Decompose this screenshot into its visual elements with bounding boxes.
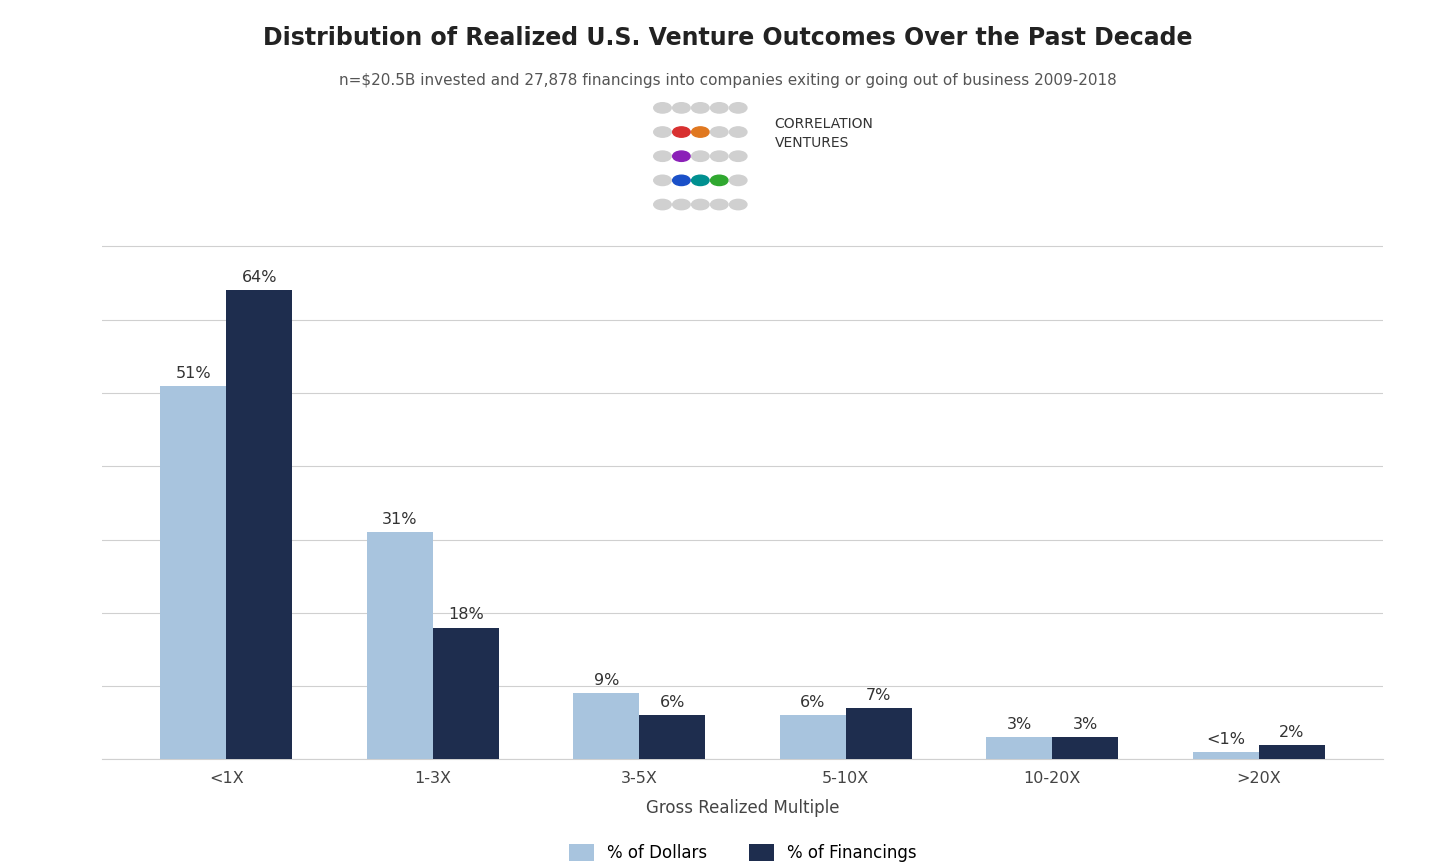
Text: <1%: <1% <box>1207 732 1245 747</box>
Text: 64%: 64% <box>242 270 277 285</box>
Text: Distribution of Realized U.S. Venture Outcomes Over the Past Decade: Distribution of Realized U.S. Venture Ou… <box>264 26 1192 50</box>
Bar <box>160 386 226 759</box>
Bar <box>226 290 293 759</box>
Text: 3%: 3% <box>1006 717 1032 733</box>
Text: 18%: 18% <box>448 608 483 622</box>
Legend: % of Dollars, % of Financings: % of Dollars, % of Financings <box>562 837 923 863</box>
Bar <box>1053 738 1118 759</box>
Text: 7%: 7% <box>866 688 891 703</box>
Bar <box>639 715 705 759</box>
Bar <box>367 532 432 759</box>
Bar <box>846 709 911 759</box>
Bar <box>432 627 499 759</box>
Bar <box>1192 753 1259 759</box>
Text: 6%: 6% <box>801 696 826 710</box>
Text: CORRELATION
VENTURES: CORRELATION VENTURES <box>775 117 874 150</box>
Bar <box>986 738 1053 759</box>
Bar <box>574 694 639 759</box>
Text: 31%: 31% <box>381 512 418 527</box>
Text: n=$20.5B invested and 27,878 financings into companies exiting or going out of b: n=$20.5B invested and 27,878 financings … <box>339 73 1117 88</box>
Bar <box>1259 745 1325 759</box>
Text: 2%: 2% <box>1280 725 1305 740</box>
Text: 3%: 3% <box>1073 717 1098 733</box>
Bar <box>780 715 846 759</box>
X-axis label: Gross Realized Multiple: Gross Realized Multiple <box>646 799 839 817</box>
Text: 9%: 9% <box>594 673 619 689</box>
Text: 51%: 51% <box>175 366 211 381</box>
Text: 6%: 6% <box>660 696 684 710</box>
